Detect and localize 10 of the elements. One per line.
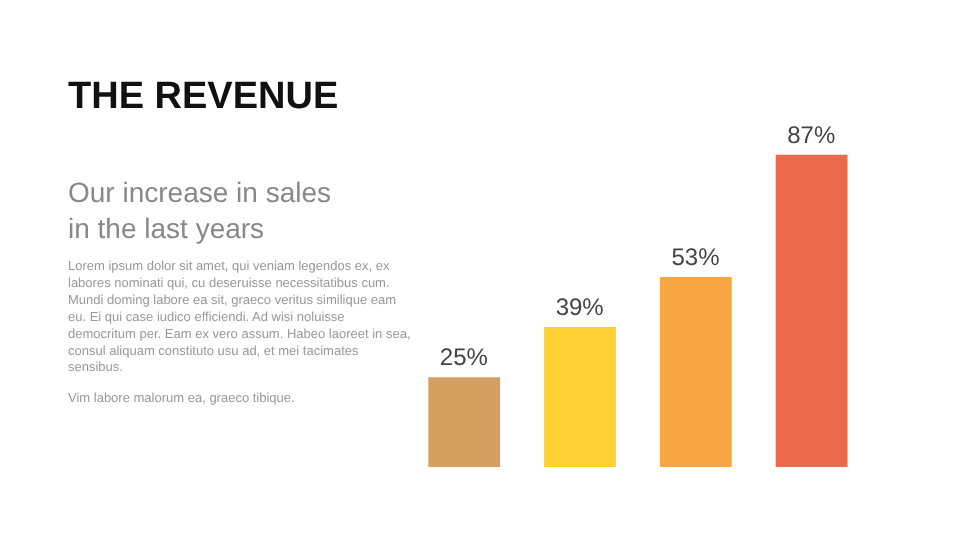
bar <box>428 377 501 468</box>
text: Our increase in sales in the last years <box>68 176 332 245</box>
bar <box>659 276 732 468</box>
data-label: 87% <box>787 120 836 149</box>
bar <box>775 154 848 468</box>
data-label: 53% <box>671 242 721 271</box>
data-label: 25% <box>439 343 489 372</box>
chart-title: THE REVENUE <box>68 76 339 118</box>
data-label: 39% <box>555 293 605 322</box>
bar <box>544 327 616 468</box>
